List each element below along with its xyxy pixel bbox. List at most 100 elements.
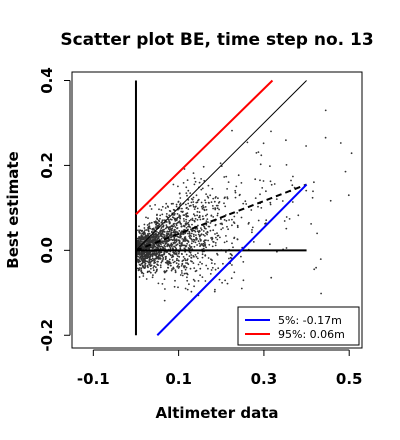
data-point (167, 206, 170, 208)
data-point (168, 262, 170, 265)
data-point (185, 221, 188, 223)
data-point (173, 252, 176, 255)
data-point (210, 269, 213, 271)
data-point (170, 264, 172, 267)
data-point (200, 227, 202, 230)
data-point (225, 219, 228, 222)
data-point (182, 256, 185, 258)
data-point (195, 234, 197, 237)
data-point (157, 257, 160, 259)
data-point (232, 246, 234, 249)
data-point (275, 198, 278, 201)
data-point (193, 285, 196, 288)
data-point (233, 237, 236, 240)
data-point (148, 263, 151, 266)
data-point (194, 217, 197, 220)
data-point (173, 260, 176, 263)
data-point (179, 203, 181, 206)
data-point (182, 210, 184, 213)
data-point (172, 267, 175, 270)
data-point (189, 192, 192, 195)
data-point (204, 201, 207, 204)
data-point (168, 220, 171, 223)
data-point (160, 254, 163, 257)
reference-line (156, 183, 308, 336)
data-point (178, 230, 181, 232)
data-point (172, 251, 175, 254)
data-point (232, 221, 235, 224)
data-point (138, 230, 141, 233)
data-point (254, 178, 257, 181)
data-point (184, 236, 187, 238)
data-point (186, 279, 189, 282)
data-point (140, 263, 143, 265)
data-point (149, 264, 152, 267)
data-point (225, 175, 228, 178)
data-point (138, 241, 141, 244)
data-point (313, 181, 315, 184)
data-point (152, 227, 155, 230)
data-point (138, 251, 141, 254)
data-point (170, 231, 173, 234)
data-point (200, 188, 203, 191)
data-point (191, 198, 194, 201)
data-point (141, 266, 144, 268)
data-point (192, 262, 195, 264)
data-point (157, 235, 160, 237)
data-point (281, 200, 284, 202)
data-point (199, 274, 202, 277)
data-point (191, 223, 193, 226)
data-point (160, 245, 163, 248)
data-point (175, 252, 178, 254)
data-point (214, 208, 217, 211)
data-point (165, 224, 168, 227)
data-point (151, 230, 153, 233)
data-point (171, 216, 174, 219)
data-point (145, 216, 147, 219)
data-point (213, 290, 216, 293)
data-point (152, 274, 154, 276)
data-point (161, 213, 164, 216)
data-point (154, 257, 157, 260)
data-point (262, 180, 265, 182)
data-point (212, 207, 215, 210)
data-point (137, 242, 140, 245)
data-point (168, 258, 171, 261)
data-point (161, 205, 164, 208)
data-point (158, 254, 160, 257)
data-point (217, 197, 219, 200)
data-point (185, 213, 187, 216)
data-point (163, 234, 166, 236)
data-point (150, 236, 153, 239)
data-point (151, 255, 154, 258)
data-point (138, 236, 140, 239)
plot-frame (71, 71, 363, 349)
data-point (171, 259, 174, 261)
data-point (242, 279, 245, 282)
data-point (247, 223, 250, 225)
x-tick-label: 0.3 (251, 370, 278, 388)
data-point (175, 222, 178, 225)
data-point (324, 109, 327, 112)
data-point (196, 219, 199, 221)
data-point (199, 218, 202, 221)
legend-label-5pct: 5%: -0.17m (278, 314, 342, 327)
data-point (142, 246, 145, 248)
data-point (185, 186, 188, 189)
data-point (191, 240, 194, 242)
data-point (210, 201, 213, 204)
data-point (208, 202, 210, 204)
data-point (142, 275, 145, 277)
data-point (211, 238, 213, 241)
data-point (162, 240, 164, 243)
data-point (182, 225, 185, 227)
data-point (186, 259, 189, 262)
data-point (200, 228, 203, 231)
data-point (188, 232, 191, 235)
data-point (240, 216, 243, 219)
data-point (235, 185, 238, 188)
data-point (147, 232, 149, 235)
data-point (149, 258, 151, 261)
data-point (214, 268, 217, 271)
